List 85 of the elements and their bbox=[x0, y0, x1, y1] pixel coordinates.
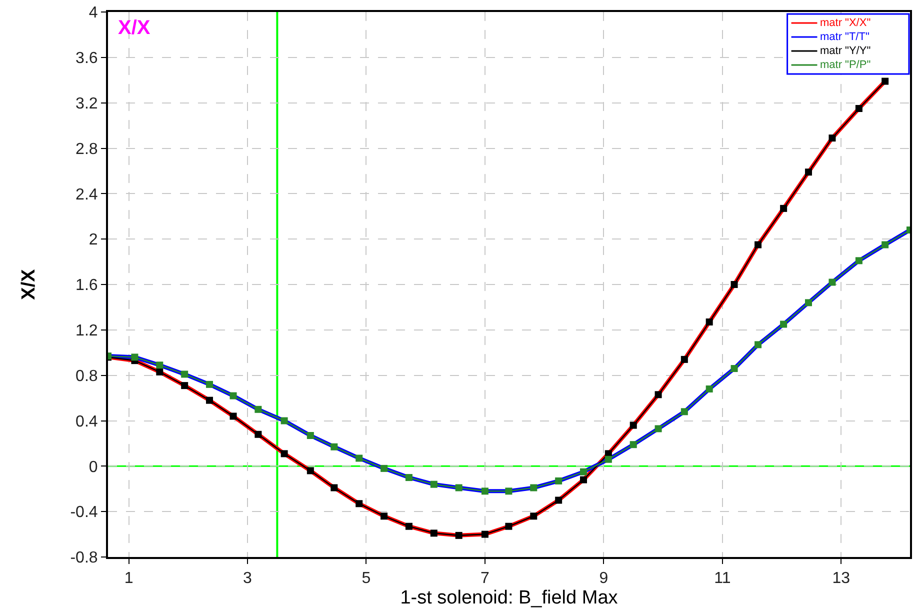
annotation: X/X bbox=[118, 17, 151, 39]
y-tick-label: -0.4 bbox=[70, 504, 98, 522]
point bbox=[680, 356, 688, 363]
point bbox=[604, 456, 612, 463]
point bbox=[380, 512, 388, 520]
point bbox=[280, 417, 288, 424]
legend-label: matr "X/X" bbox=[820, 17, 871, 29]
x-tick-label: 3 bbox=[243, 570, 252, 588]
point bbox=[828, 134, 836, 142]
point bbox=[156, 362, 164, 369]
point bbox=[306, 467, 314, 474]
point bbox=[380, 464, 388, 472]
y-tick-label: 2 bbox=[88, 232, 98, 249]
point bbox=[405, 474, 412, 482]
x-tick-label: 1 bbox=[124, 570, 134, 588]
point bbox=[580, 468, 587, 476]
point bbox=[630, 441, 637, 448]
point bbox=[505, 522, 512, 530]
point bbox=[754, 341, 762, 348]
point bbox=[680, 408, 688, 416]
y-tick-label: 0.8 bbox=[76, 368, 98, 385]
point bbox=[206, 396, 214, 404]
point bbox=[356, 500, 363, 508]
point bbox=[230, 392, 237, 400]
x-tick-label: 7 bbox=[480, 570, 490, 588]
point bbox=[254, 430, 262, 438]
x-tick-label: 9 bbox=[599, 570, 608, 588]
y-tick-label: 0.4 bbox=[76, 413, 98, 430]
point bbox=[855, 105, 862, 112]
point bbox=[654, 391, 662, 398]
point bbox=[280, 450, 288, 458]
y-tick-label: 1.2 bbox=[76, 322, 98, 340]
point bbox=[505, 488, 512, 495]
point bbox=[780, 204, 788, 212]
point bbox=[405, 522, 412, 530]
point bbox=[706, 318, 713, 326]
point bbox=[706, 385, 713, 392]
point bbox=[430, 530, 438, 537]
legend-label: matr "Y/Y" bbox=[820, 45, 871, 57]
point bbox=[630, 422, 637, 429]
y-tick-label: -0.8 bbox=[70, 550, 98, 567]
y-tick-label: 2.8 bbox=[76, 140, 98, 158]
point bbox=[206, 380, 214, 388]
point bbox=[156, 368, 164, 376]
y-tick-label: 3.2 bbox=[76, 95, 98, 112]
point bbox=[804, 168, 812, 176]
point bbox=[455, 484, 462, 492]
y-axis-title: X/X bbox=[18, 268, 40, 300]
point bbox=[481, 488, 488, 495]
point bbox=[730, 365, 738, 372]
legend-label: matr "P/P" bbox=[820, 59, 871, 71]
point bbox=[455, 532, 462, 539]
point bbox=[580, 476, 587, 484]
point bbox=[481, 530, 488, 538]
point bbox=[828, 278, 836, 286]
point bbox=[780, 320, 788, 328]
point bbox=[530, 512, 538, 520]
point bbox=[230, 412, 237, 420]
legend-label: matr "T/T" bbox=[820, 31, 870, 43]
point bbox=[430, 480, 438, 488]
point bbox=[181, 370, 188, 378]
x-axis-title: 1-st solenoid: B_field Max bbox=[400, 588, 618, 608]
point bbox=[254, 406, 262, 413]
point bbox=[555, 496, 562, 504]
y-tick-label: 0 bbox=[88, 458, 98, 476]
point bbox=[654, 425, 662, 432]
y-tick-label: 3.6 bbox=[76, 50, 98, 68]
x-tick-label: 5 bbox=[362, 570, 371, 588]
y-tick-label: 4 bbox=[88, 4, 98, 22]
point bbox=[754, 241, 762, 248]
x-tick-label: 11 bbox=[714, 570, 731, 588]
point bbox=[530, 484, 538, 492]
point bbox=[131, 354, 138, 361]
x-tick-label: 13 bbox=[832, 570, 850, 588]
point bbox=[330, 484, 338, 492]
point bbox=[855, 257, 862, 264]
point bbox=[330, 443, 338, 450]
point bbox=[356, 454, 363, 462]
y-tick-label: 1.6 bbox=[76, 277, 98, 294]
point bbox=[181, 382, 188, 390]
point bbox=[306, 432, 314, 440]
point bbox=[555, 477, 562, 484]
y-tick-label: 2.4 bbox=[76, 186, 98, 204]
point bbox=[804, 299, 812, 306]
point bbox=[730, 281, 738, 288]
